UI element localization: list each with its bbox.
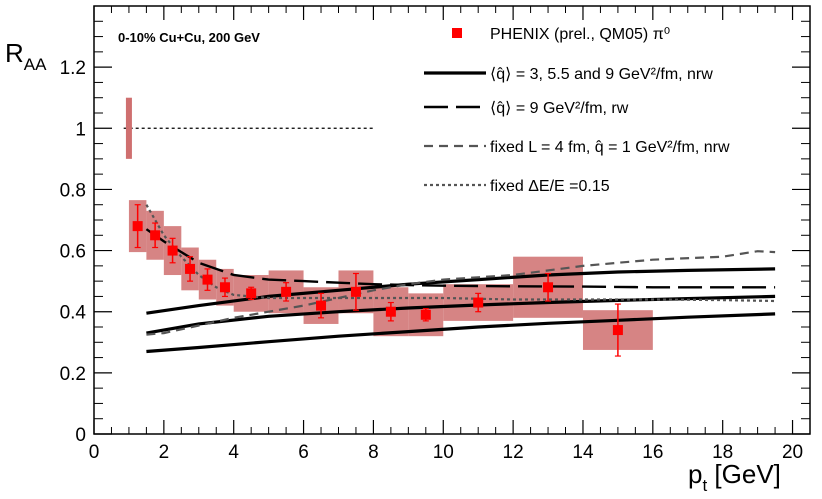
legend-entry-0: PHENIX (prel., QM05) π⁰ <box>490 26 670 43</box>
data-point-marker <box>246 288 257 299</box>
x-tick-label: 14 <box>572 442 594 463</box>
x-axis-label-unit: [GeV] <box>707 459 781 489</box>
data-point-marker <box>385 306 396 317</box>
legend-entry-3: fixed L = 4 fm, q̂ = 1 GeV²/fm, nrw <box>490 139 730 156</box>
model-curve-solid <box>146 267 776 315</box>
x-tick-label: 16 <box>642 442 663 463</box>
x-tick-label: 20 <box>782 442 803 463</box>
data-point-marker <box>150 230 161 241</box>
data-point-marker <box>167 245 178 256</box>
model-curve-dotted <box>145 204 776 303</box>
y-tick-label: 0.2 <box>60 364 86 385</box>
legend-entry-4: fixed ΔE/E =0.15 <box>490 178 610 195</box>
legend: PHENIX (prel., QM05) π⁰ ⟨q̂⟩ = 3, 5.5 an… <box>424 26 730 195</box>
x-tick-label: 12 <box>503 442 524 463</box>
x-tick-label: 6 <box>298 442 309 463</box>
data-point-marker <box>350 286 361 297</box>
system-label: 0-10% Cu+Cu, 200 GeV <box>118 30 260 45</box>
x-axis-label: pt [GeV] <box>688 459 781 495</box>
data-point-marker <box>132 221 143 232</box>
y-tick-label: 0 <box>75 425 86 446</box>
y-tick-label: 0.4 <box>60 303 87 324</box>
reference-line-group <box>123 97 374 159</box>
y-axis-label-sub: AA <box>24 55 47 74</box>
data-point-marker <box>202 274 213 285</box>
model-curves <box>145 204 776 354</box>
y-tick-label: 1 <box>75 119 86 140</box>
model-curve-dashed <box>146 250 776 336</box>
y-axis-label: RAA <box>5 38 47 74</box>
data-point-marker <box>473 297 484 308</box>
data-point-marker <box>543 282 554 293</box>
data-point-marker <box>612 325 623 336</box>
y-tick-label: 0.8 <box>60 180 86 201</box>
x-tick-label: 8 <box>368 442 379 463</box>
data-point-marker <box>420 309 431 320</box>
data-point-marker <box>185 263 196 274</box>
legend-entry-2: ⟨q̂⟩ = 9 GeV²/fm, rw <box>490 100 629 117</box>
legend-entry-1: ⟨q̂⟩ = 3, 5.5 and 9 GeV²/fm, nrw <box>490 66 713 83</box>
y-tick-label: 1.2 <box>60 58 86 79</box>
data-points <box>132 204 623 357</box>
model-curve-longdash <box>145 228 776 289</box>
data-point-marker <box>316 300 327 311</box>
data-point-marker <box>281 286 292 297</box>
x-tick-label: 0 <box>89 442 100 463</box>
model-curve-solid <box>146 312 776 354</box>
axis-ticks: 0 2 4 6 8 10 12 14 16 18 20 0 0.2 0.4 0.6 0.8 1 1.2 <box>60 6 810 463</box>
y-tick-label: 0.6 <box>60 242 86 263</box>
x-tick-label: 10 <box>433 442 454 463</box>
legend-marker-symbol <box>452 28 462 38</box>
x-tick-label: 4 <box>228 442 239 463</box>
x-axis-label-sub: t <box>702 476 707 495</box>
data-point-marker <box>219 282 230 293</box>
x-tick-label: 18 <box>712 442 733 463</box>
normalization-uncertainty-box <box>125 97 132 159</box>
x-tick-label: 2 <box>159 442 170 463</box>
